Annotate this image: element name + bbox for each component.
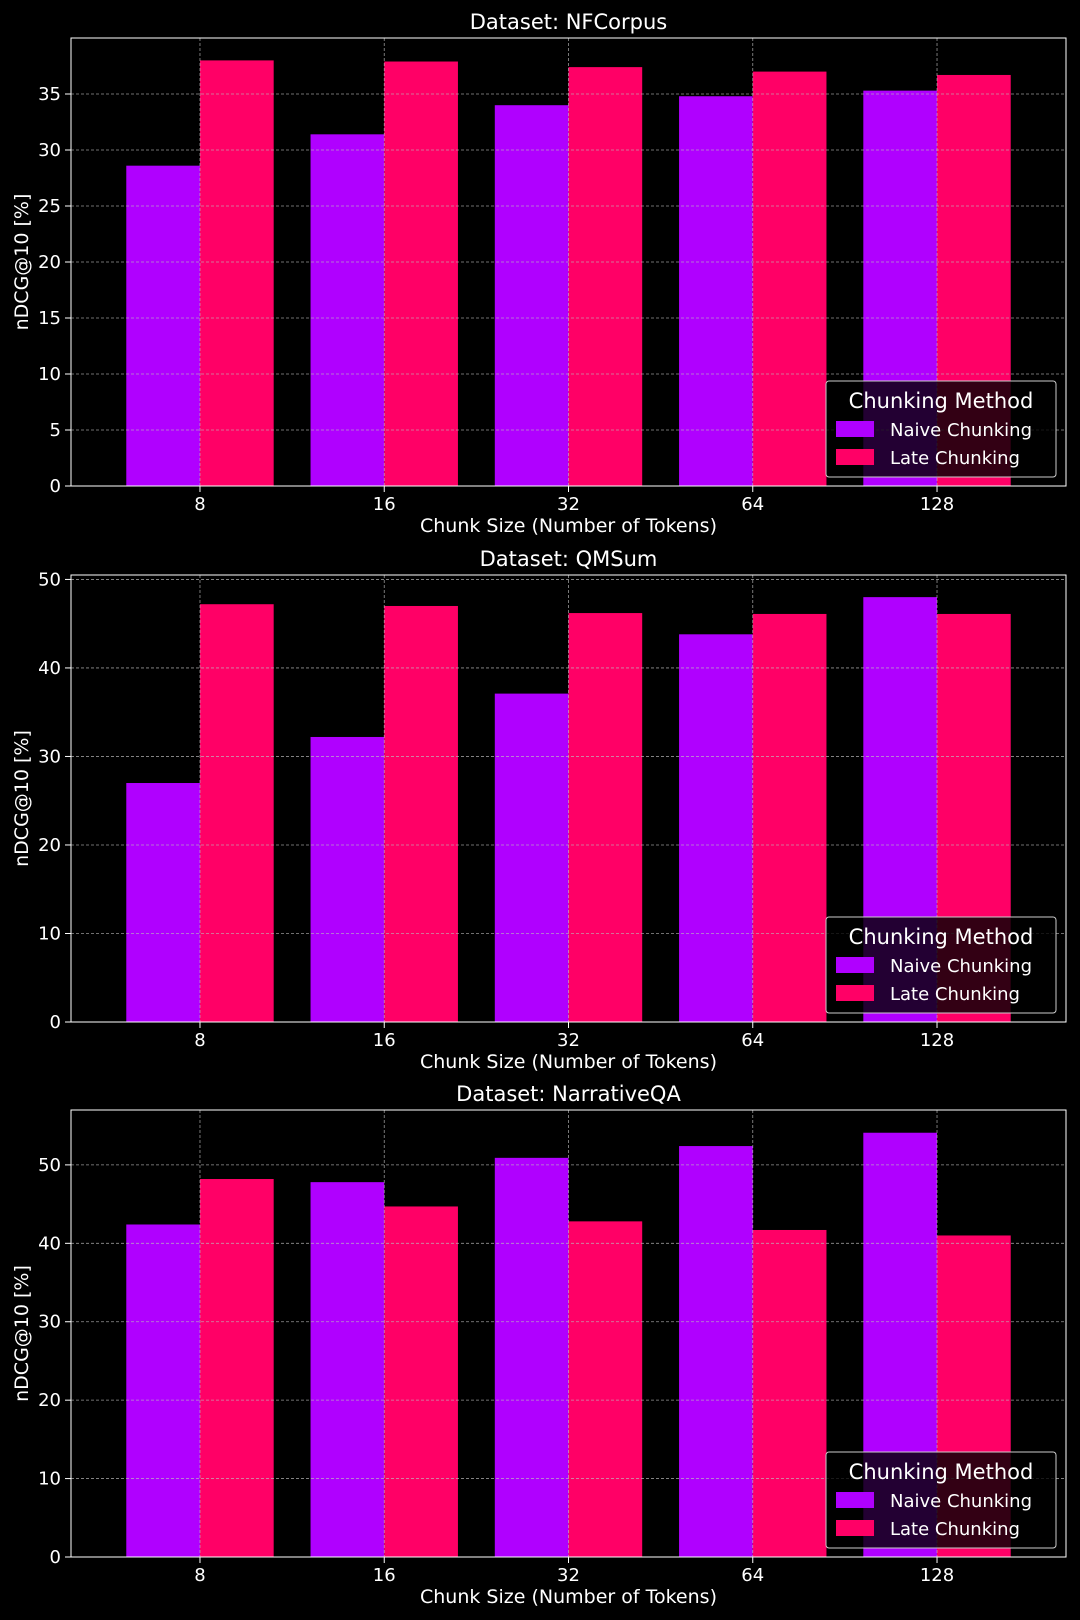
x-tick-label: 16: [373, 1030, 396, 1051]
y-tick-label: 25: [38, 196, 61, 217]
y-tick-label: 40: [38, 1233, 61, 1254]
x-tick-label: 8: [194, 1565, 205, 1586]
legend-title: Chunking Method: [849, 1460, 1034, 1484]
bar-late-chunking-8: [199, 1179, 274, 1557]
bar-late-chunking-32: [568, 1221, 643, 1557]
bar-late-chunking-8: [199, 60, 274, 487]
x-tick-label: 64: [741, 494, 764, 515]
legend-entry: Late Chunking: [890, 448, 1020, 469]
y-tick-label: 20: [38, 252, 61, 273]
bar-late-chunking-64: [752, 1229, 827, 1557]
bar-late-chunking-32: [568, 613, 643, 1022]
x-tick-label: 32: [557, 1030, 580, 1051]
bar-naive-chunking-16: [310, 736, 385, 1022]
y-tick-label: 30: [38, 746, 61, 767]
y-tick-label: 10: [38, 364, 61, 385]
legend-swatch: [836, 957, 874, 973]
chart-title: Dataset: NFCorpus: [470, 10, 668, 34]
legend-swatch: [836, 421, 874, 437]
x-axis-label: Chunk Size (Number of Tokens): [420, 515, 717, 537]
bar-naive-chunking-64: [679, 96, 753, 487]
legend-entry: Naive Chunking: [890, 420, 1032, 441]
legend-entry: Late Chunking: [890, 1519, 1020, 1540]
chart-title: Dataset: NarrativeQA: [456, 1082, 681, 1106]
legend-title: Chunking Method: [849, 925, 1034, 949]
legend-box: [825, 380, 1057, 478]
x-tick-label: 64: [741, 1565, 764, 1586]
legend-entry: Late Chunking: [890, 984, 1020, 1005]
legend-title: Chunking Method: [849, 389, 1034, 413]
y-tick-label: 0: [50, 1547, 61, 1568]
y-tick-label: 20: [38, 1390, 61, 1411]
x-tick-label: 8: [194, 1030, 205, 1051]
chart-panel-1: 0 10 20 30 40 50 8 16 32 64 128 Dataset: QMSum Chunk…: [11, 547, 1067, 1073]
y-tick-label: 0: [50, 1012, 61, 1033]
y-tick-label: 50: [38, 569, 61, 590]
legend-box: [825, 916, 1057, 1014]
legend: Chunking Method Naive Chunking Late Chunki…: [825, 916, 1057, 1014]
bar-naive-chunking-16: [310, 1182, 385, 1557]
chart-panel-0: 0 5 10 15 20 25 30 35 8 16 32 64 128 Dataset: NFCorpu…: [11, 10, 1067, 537]
y-axis-label: nDCG@10 [%]: [11, 730, 33, 867]
x-tick-label: 8: [194, 494, 205, 515]
bar-late-chunking-16: [384, 605, 458, 1022]
bar-late-chunking-16: [384, 61, 458, 487]
x-tick-label: 128: [920, 1565, 954, 1586]
x-tick-label: 128: [920, 494, 954, 515]
y-tick-label: 50: [38, 1155, 61, 1176]
bar-late-chunking-64: [752, 71, 827, 486]
bar-late-chunking-64: [752, 613, 827, 1022]
legend: Chunking Method Naive Chunking Late Chunki…: [825, 1451, 1057, 1549]
legend-box: [825, 1451, 1057, 1549]
x-tick-label: 128: [920, 1030, 954, 1051]
bar-naive-chunking-32: [494, 693, 569, 1022]
x-tick-label: 32: [557, 1565, 580, 1586]
legend-entry: Naive Chunking: [890, 1491, 1032, 1512]
legend-swatch: [836, 1520, 874, 1536]
legend-swatch: [836, 985, 874, 1001]
y-axis-label: nDCG@10 [%]: [11, 194, 33, 331]
legend-entry: Naive Chunking: [890, 956, 1032, 977]
bar-naive-chunking-8: [126, 165, 200, 486]
legend-swatch: [836, 1492, 874, 1508]
y-tick-label: 15: [38, 308, 61, 329]
x-tick-label: 16: [373, 1565, 396, 1586]
bar-naive-chunking-8: [126, 1224, 200, 1557]
y-tick-label: 10: [38, 1469, 61, 1490]
y-tick-label: 0: [50, 476, 61, 497]
legend-swatch: [836, 449, 874, 465]
legend: Chunking Method Naive Chunking Late Chunki…: [825, 380, 1057, 478]
bar-late-chunking-16: [384, 1206, 458, 1557]
bar-naive-chunking-16: [310, 134, 385, 486]
y-tick-label: 30: [38, 1312, 61, 1333]
bar-late-chunking-8: [199, 604, 274, 1022]
y-tick-label: 35: [38, 84, 61, 105]
bar-late-chunking-32: [568, 67, 643, 487]
bar-naive-chunking-64: [679, 1146, 753, 1557]
bar-naive-chunking-32: [494, 105, 569, 486]
bar-naive-chunking-8: [126, 783, 200, 1022]
chart-title: Dataset: QMSum: [480, 547, 658, 571]
x-tick-label: 16: [373, 494, 396, 515]
y-tick-label: 40: [38, 658, 61, 679]
y-tick-label: 30: [38, 140, 61, 161]
x-tick-label: 32: [557, 494, 580, 515]
chart-panel-2: 0 10 20 30 40 50 8 16 32 64 128 Dataset: NarrativeQ…: [11, 1082, 1067, 1608]
y-tick-label: 5: [50, 420, 61, 441]
bar-naive-chunking-32: [494, 1157, 569, 1557]
x-axis-label: Chunk Size (Number of Tokens): [420, 1051, 717, 1073]
y-tick-label: 20: [38, 835, 61, 856]
y-tick-label: 10: [38, 923, 61, 944]
bar-naive-chunking-64: [679, 634, 753, 1022]
x-axis-label: Chunk Size (Number of Tokens): [420, 1586, 717, 1608]
y-axis-label: nDCG@10 [%]: [11, 1265, 33, 1402]
x-tick-label: 64: [741, 1030, 764, 1051]
